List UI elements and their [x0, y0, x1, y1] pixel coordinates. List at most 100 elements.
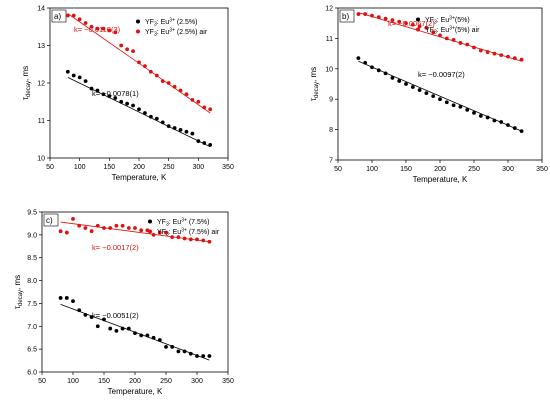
data-point	[188, 237, 193, 242]
data-point	[71, 216, 75, 221]
fit-slope-label: k= −0.0097(2)	[418, 70, 465, 79]
y-tick-label: 13	[37, 43, 45, 50]
data-point	[154, 116, 159, 121]
data-point	[114, 328, 119, 333]
fit-slope-label: k= −0.0067(2)	[388, 19, 435, 28]
data-point	[178, 88, 183, 93]
y-tick-label: 12	[37, 81, 45, 88]
data-point	[114, 223, 119, 228]
data-point	[166, 124, 171, 129]
data-point	[71, 299, 75, 304]
y-tick-label: 14	[37, 6, 45, 13]
data-point	[65, 13, 70, 18]
data-point	[465, 107, 470, 112]
legend-entry: YF3: Eu3+(5%)	[425, 16, 470, 26]
data-point	[145, 333, 150, 338]
x-tick-label: 150	[400, 166, 412, 173]
data-point	[201, 238, 206, 243]
fit-slope-label: k= −0.0078(1)	[92, 89, 139, 98]
series-1: k= −0.0097(2)	[356, 56, 524, 134]
data-point	[458, 104, 463, 109]
x-tick-label: 150	[103, 164, 115, 171]
data-point	[148, 114, 153, 119]
x-tick-label: 350	[536, 166, 548, 173]
data-point	[438, 97, 442, 102]
y-tick-label: 7.5	[27, 301, 37, 308]
data-point	[485, 115, 490, 120]
plot-frame	[41, 211, 229, 373]
data-point	[139, 333, 144, 338]
legend-marker	[148, 229, 152, 234]
data-point	[101, 26, 106, 31]
data-point	[202, 141, 207, 145]
data-point	[370, 65, 374, 70]
svg-text:b): b)	[342, 12, 349, 21]
data-point	[139, 228, 144, 233]
fit-slope-label: k= −0.0051(2)	[92, 311, 139, 320]
x-tick-label: 300	[191, 378, 203, 385]
y-tick-label: 12	[325, 6, 333, 13]
legend-entry: YF3: Eu3+(5%) air	[425, 26, 480, 36]
data-point	[417, 88, 422, 92]
y-tick-label: 10	[37, 156, 45, 163]
data-point	[485, 50, 490, 54]
data-point	[178, 127, 183, 132]
data-point	[83, 21, 88, 25]
x-axis-label: Temperature, K	[413, 175, 468, 184]
data-point	[190, 131, 195, 136]
x-tick-label: 50	[334, 166, 342, 173]
data-point	[397, 79, 402, 83]
data-point	[404, 21, 408, 26]
data-point	[157, 338, 162, 342]
fit-slope-label: k= −0.0110(3)	[74, 25, 121, 34]
x-tick-label: 250	[468, 166, 480, 173]
data-point	[143, 64, 147, 69]
x-tick-label: 150	[98, 378, 110, 385]
data-point	[176, 235, 181, 240]
x-tick-label: 250	[163, 164, 175, 171]
fit-slope-label: k= −0.0017(2)	[92, 243, 139, 252]
data-point	[499, 53, 504, 58]
data-point	[83, 312, 88, 317]
data-point	[182, 349, 187, 354]
data-point	[376, 68, 381, 73]
data-point	[424, 25, 429, 30]
x-axis-label: Temperature, K	[108, 387, 163, 396]
data-point	[83, 79, 88, 84]
data-point	[506, 123, 510, 127]
data-point	[170, 344, 175, 349]
x-tick-label: 50	[46, 164, 54, 171]
data-point	[71, 73, 76, 78]
data-point	[77, 75, 82, 80]
legend: YF3: Eu3+ (2.5%)YF3: Eu3+ (2.5%) air	[136, 18, 208, 38]
data-point	[410, 85, 415, 89]
data-point	[164, 230, 168, 235]
data-point	[101, 92, 106, 97]
data-point	[383, 71, 388, 76]
data-point	[370, 13, 374, 18]
data-point	[95, 223, 100, 228]
y-tick-label: 11	[38, 118, 45, 125]
data-point	[170, 235, 175, 240]
svg-text:c): c)	[46, 216, 53, 225]
data-point	[451, 103, 456, 108]
y-tick-label: 9.5	[27, 210, 37, 217]
data-point	[512, 126, 517, 130]
x-tick-label: 250	[160, 378, 172, 385]
data-point	[390, 18, 395, 23]
data-point	[107, 28, 112, 33]
data-point	[113, 30, 118, 35]
data-point	[190, 97, 195, 102]
y-tick-label: 7.0	[27, 324, 37, 331]
data-point	[188, 351, 193, 356]
data-point	[113, 96, 118, 100]
data-point	[108, 326, 113, 331]
data-point	[125, 101, 130, 106]
panel-label: b)	[339, 9, 355, 23]
series-2: k= −0.0067(2)	[356, 12, 524, 62]
data-point	[89, 315, 94, 320]
data-point	[89, 24, 94, 29]
data-point	[157, 230, 162, 235]
data-point	[208, 107, 213, 112]
